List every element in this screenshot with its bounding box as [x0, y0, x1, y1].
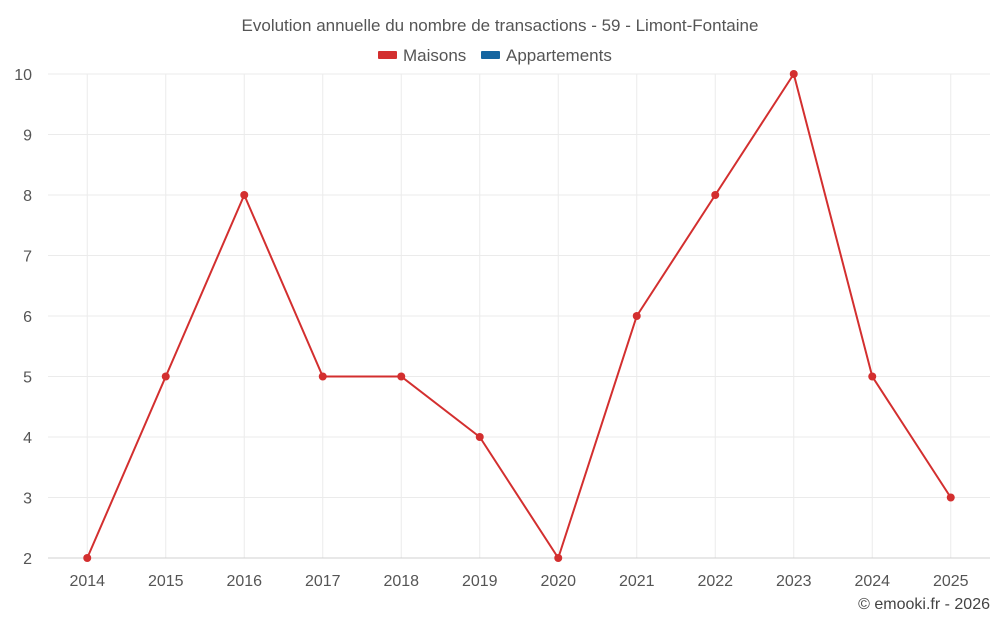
data-point[interactable]	[397, 372, 406, 381]
series-maisons	[83, 70, 955, 562]
series-line-maisons	[86, 73, 952, 559]
x-tick-label: 2015	[148, 573, 184, 590]
legend-label-maisons: Maisons	[403, 46, 466, 65]
x-tick-label: 2024	[854, 573, 890, 590]
data-point[interactable]	[868, 372, 877, 381]
x-axis: 2014 2015 2016 2017 2018 2019 2020 2021 2022 2023…	[48, 557, 990, 590]
x-tick-label: 2023	[776, 573, 812, 590]
y-tick-label: 7	[23, 249, 32, 266]
legend: Maisons Appartements	[378, 46, 612, 65]
legend-item-appartements[interactable]: Appartements	[481, 46, 612, 65]
y-tick-label: 10	[14, 67, 32, 84]
data-point[interactable]	[475, 433, 484, 441]
legend-swatch-maisons	[378, 51, 397, 59]
grid-lines	[48, 73, 990, 558]
data-point[interactable]	[318, 372, 327, 381]
y-axis: 2 3 4 5 6 7 8 9 10	[14, 67, 32, 568]
x-tick-label: 2014	[69, 573, 105, 590]
x-tick-label: 2018	[383, 573, 419, 590]
y-tick-label: 5	[23, 370, 32, 387]
y-tick-label: 2	[23, 551, 32, 568]
y-tick-label: 6	[23, 309, 32, 326]
x-tick-label: 2017	[305, 573, 341, 590]
legend-swatch-appartements	[481, 51, 500, 59]
legend-item-maisons[interactable]: Maisons	[378, 46, 466, 65]
x-tick-label: 2022	[697, 573, 733, 590]
y-tick-label: 3	[23, 491, 32, 508]
data-point[interactable]	[554, 554, 563, 562]
legend-label-appartements: Appartements	[506, 46, 612, 65]
y-tick-label: 8	[23, 188, 32, 205]
y-tick-label: 4	[23, 430, 32, 447]
data-point[interactable]	[83, 554, 92, 562]
x-tick-label: 2020	[540, 573, 576, 590]
y-tick-label: 9	[23, 128, 32, 145]
data-point[interactable]	[711, 191, 720, 199]
data-point[interactable]	[240, 191, 249, 199]
x-tick-label: 2019	[462, 573, 498, 590]
credit-text: © emooki.fr - 2026	[858, 596, 990, 613]
x-tick-label: 2025	[933, 573, 969, 590]
data-point[interactable]	[161, 372, 170, 381]
data-point[interactable]	[632, 312, 641, 320]
data-point[interactable]	[946, 493, 955, 502]
chart-title: Evolution annuelle du nombre de transact…	[242, 16, 759, 35]
x-tick-label: 2016	[226, 573, 262, 590]
data-point[interactable]	[789, 70, 798, 78]
x-tick-label: 2021	[619, 573, 655, 590]
